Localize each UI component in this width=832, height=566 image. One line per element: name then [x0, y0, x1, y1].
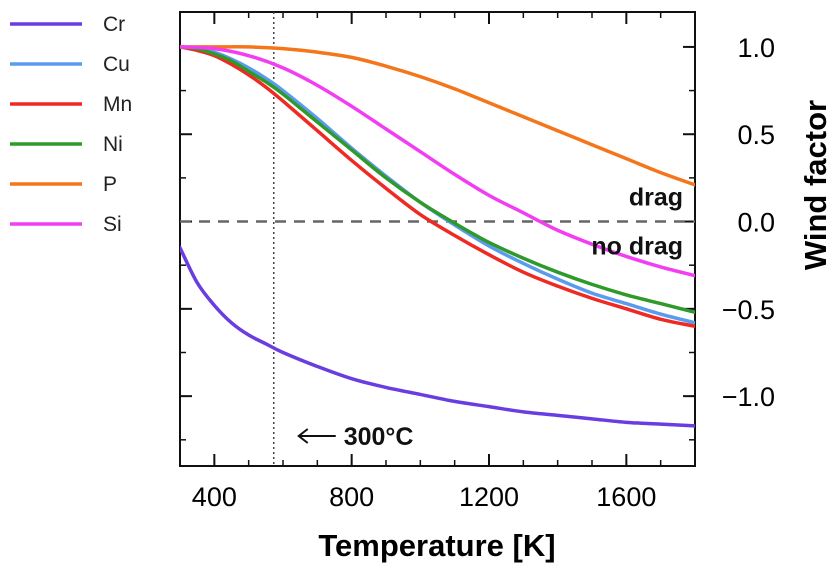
series-line-cr [180, 245, 695, 428]
y-axis-ticks: 1.0 0.5 0.0 −0.5 −1.0 [180, 33, 775, 441]
legend-label-mn: Mn [103, 93, 132, 116]
no-drag-label: no drag [591, 233, 683, 261]
series-line-si [180, 45, 695, 278]
x-axis-ticks: 400 800 1200 1600 [179, 12, 696, 512]
y-tick-label: −1.0 [722, 382, 775, 412]
x-tick-label: 1600 [596, 482, 656, 512]
legend-label-p: P [103, 173, 117, 196]
y-tick-label: 0.5 [737, 120, 775, 150]
temperature-marker-label: 300°C [344, 423, 414, 451]
legend: Cr Cu Mn Ni P Si [10, 13, 132, 236]
drag-label: drag [629, 184, 683, 212]
x-axis-title: Temperature [K] [318, 528, 555, 563]
series-group [180, 45, 695, 428]
legend-label-si: Si [103, 213, 122, 236]
x-tick-label: 800 [329, 482, 374, 512]
arrow-head-icon [297, 428, 309, 444]
y-tick-label: 0.0 [737, 208, 775, 238]
x-tick-label: 400 [192, 482, 237, 512]
y-tick-label: 1.0 [737, 33, 775, 63]
series-line-ni [180, 45, 695, 315]
y-tick-label: −0.5 [722, 295, 775, 325]
series-line-mn [180, 45, 695, 329]
y-axis-title: Wind factor [798, 100, 832, 270]
legend-label-cr: Cr [103, 13, 125, 36]
temperature-marker-annotation: 300°C [297, 423, 414, 451]
legend-label-ni: Ni [103, 133, 123, 156]
legend-label-cu: Cu [103, 53, 130, 76]
x-tick-label: 1200 [459, 482, 519, 512]
series-line-p [180, 45, 695, 187]
